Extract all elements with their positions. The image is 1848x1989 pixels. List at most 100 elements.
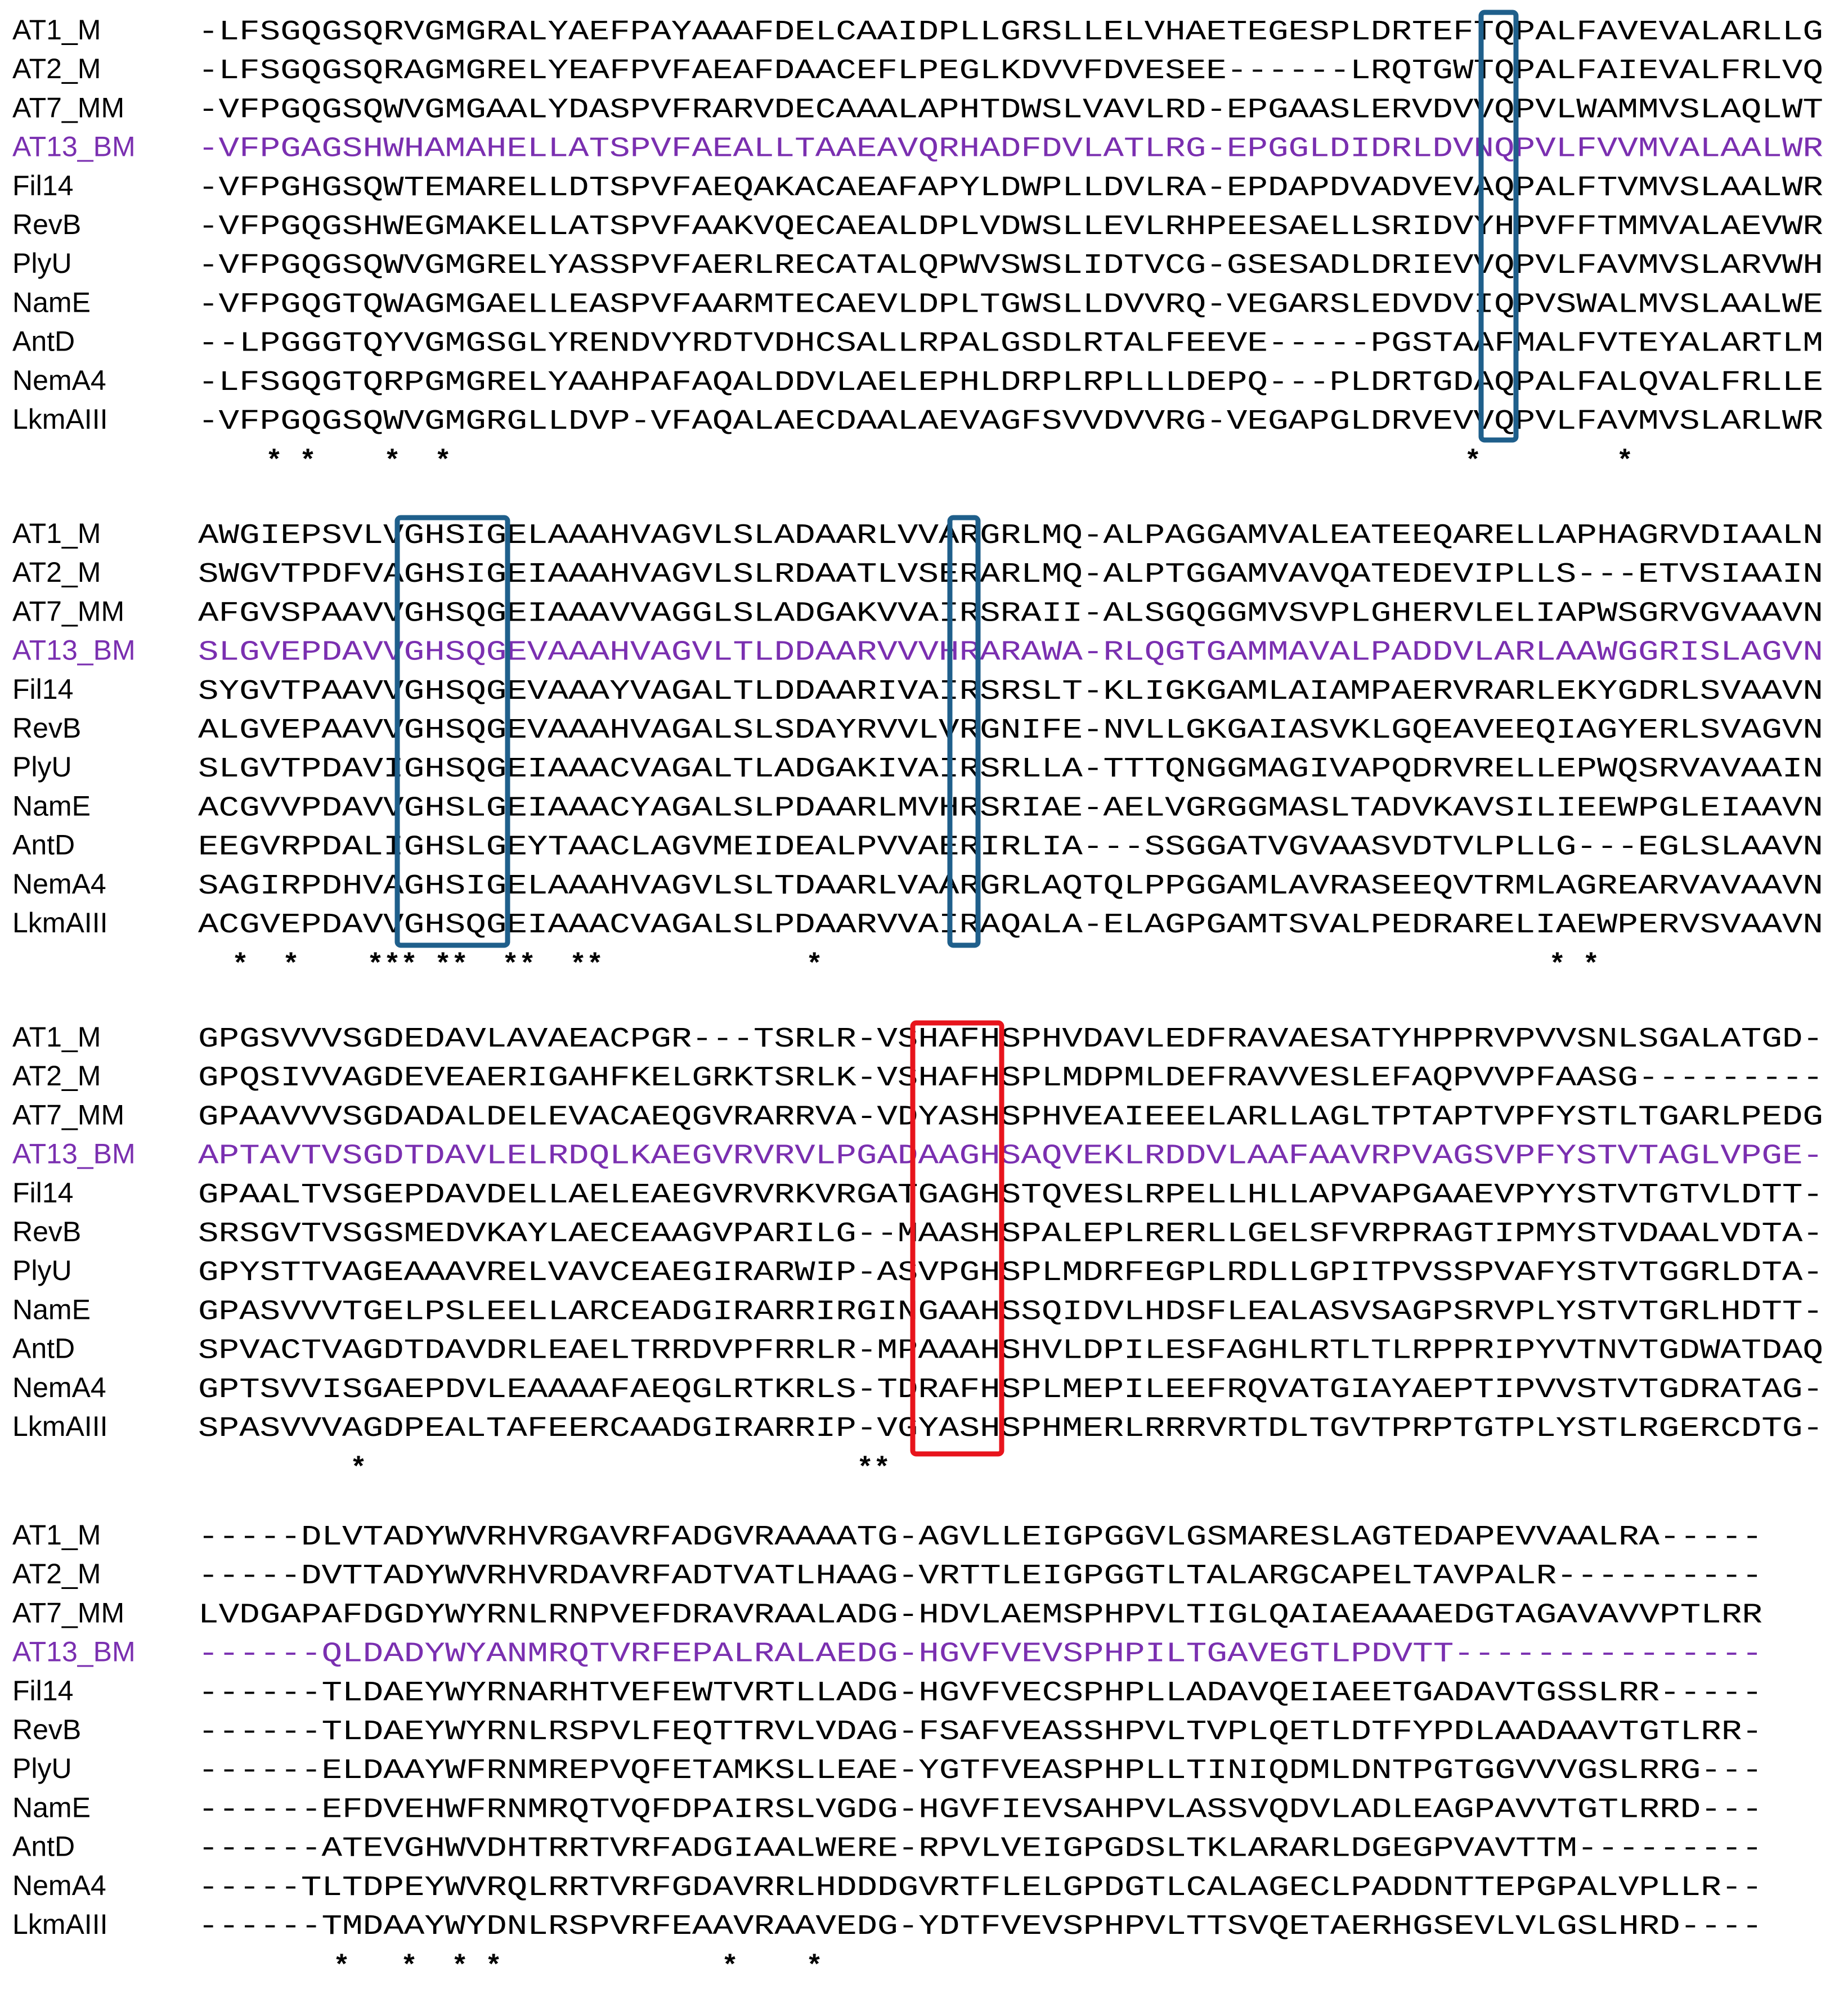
sequence-name: NamE [12,286,91,318]
sequence-residues: -VFPGQGTQWAGMGAELLEASPVFAARMTECAEVLDPLTG… [198,289,1823,321]
conservation-markers: * * * * * * [198,1951,1042,1983]
sequence-residues: GPYSTTVAGEAAAVRELVAVCEAEGIRARWIP-ASVPGHS… [198,1257,1823,1289]
sequence-residues: ALGVEPAAVVGHSQGEVAAAHVAGALSLSDAYRVVLVRGN… [198,715,1823,747]
sequence-name: AT13_BM [12,131,136,163]
sequence-residues: ------TLDAEYWYRNARHTVEFEWTVRTLLADG-HGVFV… [198,1677,1762,1709]
sequence-residues: -VFPGQGSQWVGMGRELYASSPVFAERLRECATALQPWVS… [198,250,1823,282]
sequence-name: AT7_MM [12,595,124,627]
sequence-name: Fil14 [12,1177,73,1209]
sequence-residues: -VFPGAGSHWHAMAHELLATSPVFAEALLTAAEAVQRHAD… [198,133,1823,165]
sequence-residues: ------ELDAAYWFRNMREPVQFETAMKSLLEAE-YGTFV… [198,1755,1762,1787]
sequence-name: AT13_BM [12,1636,136,1668]
sequence-name: LkmAIII [12,907,107,939]
sequence-residues: GPAALTVSGEPDAVDELLAELEAEGVRVRKVRGATGAGHS… [198,1179,1823,1211]
conservation-markers: * * * * * * [198,446,1701,478]
sequence-residues: -----TLTDPEYWVRQLRRTVRFGDAVRRLHDDDGVRTFL… [198,1872,1762,1904]
sequence-residues: ACGVEPDAVVGHSQGEIAAACVAGALSLPDAARVVAIRAQ… [198,909,1823,941]
sequence-residues: -VFPGQGSQWVGMGAALYDASPVFRARVDECAAALAPHTD… [198,94,1823,126]
sequence-residues: --LPGGGTQYVGMGSGLYRENDVYRDTVDHCSALLRPALG… [198,328,1823,360]
alignment-block-3: AT1_M GPGSVVVSGDEDAVLAVAEACPGR---TSRLR-VS… [12,1021,1823,1485]
sequence-residues: GPAAVVVSGDADALDELEVACAEQGVRARRVA-VDYASHS… [198,1101,1823,1133]
sequence-name: PlyU [12,1753,72,1784]
sequence-residues: ------TMDAAYWYDNLRSPVRFEAAVRAAVEDG-YDTFV… [198,1911,1762,1943]
sequence-residues: SAGIRPDHVAGHSIGELAAAHVAGVLSLTDAARLVAARGR… [198,870,1823,903]
alignment-block-4: AT1_M -----DLVTADYWVRHVRGAVRFADGVRAAAATG-… [12,1519,1762,1983]
sequence-name: AntD [12,326,75,357]
sequence-name: PlyU [12,248,72,279]
sequence-residues: -LFSGQGSQRAGMGRELYEAFPVFAEAFDAACEFLPEGLK… [198,55,1823,87]
sequence-name: AT1_M [12,1021,101,1053]
highlight-boxes [394,10,1519,1457]
alignment-blocks: AT1_M -LFSGQGSQRVGMGRALYAEFPAYAAAFDELCAAI… [12,14,1823,1983]
sequence-residues: SRSGVTVSGSMEDVKAYLAECEAAGVPARILG--MAASHS… [198,1218,1823,1250]
sequence-name: RevB [12,1714,81,1745]
sequence-residues: SYGVTPAAVVGHSQGEVAAAYVAGALTLDDAARIVAIRSR… [198,676,1823,708]
sequence-name: Fil14 [12,674,73,705]
sequence-residues: ------ATEVGHWVDHTRRTVRFADGIAALWERE-RPVLV… [198,1833,1762,1865]
ghsxg-motif-box [394,515,510,948]
sequence-residues: SLGVTPDAVIGHSQGEIAAACVAGALTLADGAKIVAIRSR… [198,753,1823,785]
sequence-residues: SWGVTPDFVAGHSIGEIAAAHVAGVLSLRDAATLVSERAR… [198,559,1823,591]
alignment-block-1: AT1_M -LFSGQGSQRVGMGRALYAEFPAYAAAFDELCAAI… [12,14,1823,478]
yxsh-motif-box [910,1020,1004,1457]
sequence-name: AT13_BM [12,635,136,666]
sequence-residues: SPVACTVAGDTDAVDRLEAELTRRDVPFRRLR-MPAAAHS… [198,1335,1823,1367]
sequence-residues: -VFPGQGSQWVGMGRGLLDVP-VFAQALAECDAALAEVAG… [198,406,1823,438]
conservation-markers: * * *** ** ** ** * * * [198,950,1599,982]
sequence-residues: -----DVTTADYWVRHVRDAVRFADTVATLHAAG-VRTTL… [198,1560,1762,1592]
conserved-r-box [947,515,981,948]
sequence-name: Fil14 [12,170,73,201]
sequence-residues: -----DLVTADYWVRHVRGAVRFADGVRAAAATG-AGVLL… [198,1521,1762,1554]
sequence-residues: GPTSVVISGAEPDVLEAAAAFAEQGLRTKRLS-TDRAFHS… [198,1374,1823,1406]
alignment-block-2: AT1_M AWGIEPSVLVGHSIGELAAAHVAGVLSLADAARLV… [12,518,1823,982]
sequence-name: AT2_M [12,556,101,588]
sequence-name: NemA4 [12,365,106,396]
sequence-residues: GPGSVVVSGDEDAVLAVAEACPGR---TSRLR-VSHAFHS… [198,1023,1823,1056]
sequence-residues: ------TLDAEYWYRNLRSPVLFEQTTRVLVDAG-FSAFV… [198,1716,1762,1748]
sequence-residues: SLGVEPDAVVGHSQGEVAAAHVAGVLTLDDAARVVVHRAR… [198,637,1823,669]
sequence-name: LkmAIII [12,403,107,435]
sequence-name: AntD [12,829,75,861]
sequence-residues: ------EFDVEHWFRNMRQTVQFDPAIRSLVGDG-HGVFI… [198,1794,1762,1826]
sequence-name: NamE [12,1294,91,1325]
sequence-name: RevB [12,712,81,744]
sequence-name: AT2_M [12,1558,101,1590]
sequence-residues: AWGIEPSVLVGHSIGELAAAHVAGVLSLADAARLVVARGR… [198,520,1823,552]
sequence-name: NamE [12,1792,91,1823]
sequence-name: NemA4 [12,868,106,900]
sequence-name: NemA4 [12,1372,106,1403]
sequence-residues: ACGVVPDAVVGHSLGEIAAACYAGALSLPDAARLMVHRSR… [198,792,1823,824]
sequence-name: AT1_M [12,1519,101,1551]
sequence-residues: LVDGAPAFDGDYWYRNLRNPVEFDRAVRAALADG-HDVLA… [198,1599,1762,1631]
sequence-residues: GPQSIVVAGDEVEAERIGAHFKELGRKTSRLK-VSHAFHS… [198,1062,1823,1094]
sequence-name: RevB [12,209,81,240]
sequence-name: AntD [12,1831,75,1862]
sequence-name: AT1_M [12,14,101,46]
sequence-name: AT7_MM [12,1597,124,1628]
sequence-name: AT2_M [12,53,101,84]
conserved-q-box [1478,10,1519,443]
sequence-name: AT7_MM [12,92,124,123]
conservation-markers: * ** [198,1453,1566,1485]
sequence-residues: GPASVVVTGELPSLEELLARCEADGIRARRIRGINGAAHS… [198,1296,1823,1328]
sequence-residues: SPASVVVAGDPEALTAFEERCAADGIRARRIP-VGYASHS… [198,1413,1823,1445]
sequence-name: AT1_M [12,518,101,549]
sequence-residues: -VFPGQGSHWEGMAKELLATSPVFAAKVQECAEALDPLVD… [198,211,1823,243]
sequence-residues: APTAVTVSGDTDAVLELRDQLKAEGVRVRVLPGADAAGHS… [198,1141,1823,1173]
sequence-name: PlyU [12,1255,72,1286]
sequence-name: Fil14 [12,1675,73,1707]
sequence-name: AntD [12,1333,75,1364]
sequence-name: LkmAIII [12,1909,107,1940]
sequence-residues: -VFPGHGSQWTEMARELLDTSPVFAEQAKACAEAFAPYLD… [198,172,1823,204]
sequence-residues: EEGVRPDALIGHSLGEYTAACLAGVMEIDEALPVVAERIR… [198,832,1823,864]
sequence-name: LkmAIII [12,1411,107,1442]
sequence-name: NemA4 [12,1870,106,1901]
sequence-residues: -LFSGQGSQRVGMGRALYAEFPAYAAAFDELCAAIDPLLG… [198,16,1823,48]
sequence-name: AT13_BM [12,1138,136,1170]
sequence-residues: ------QLDADYWYANMRQTVRFEPALRALAEDG-HGVFV… [198,1638,1762,1671]
sequence-name: PlyU [12,751,72,783]
sequence-name: AT2_M [12,1060,101,1092]
sequence-name: NamE [12,790,91,821]
sequence-name: AT7_MM [12,1099,124,1130]
